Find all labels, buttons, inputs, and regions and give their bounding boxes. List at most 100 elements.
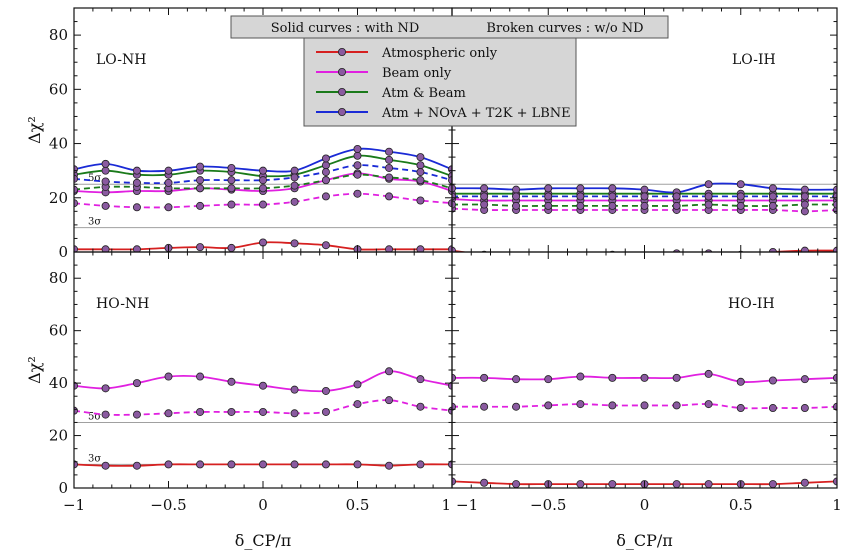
data-point-atm-beam-dashed-9 — [353, 170, 362, 179]
y-tick-label: 60 — [49, 80, 68, 98]
data-point-beam-only-solid-7 — [672, 373, 681, 382]
data-point-atm-nova-t2k-lbne-dashed-8 — [704, 192, 713, 201]
data-point-beam-only-dashed-10 — [385, 396, 394, 405]
data-point-atmospheric-only-solid-11 — [800, 478, 809, 487]
data-point-beam-only-dashed-8 — [321, 192, 330, 201]
data-point-beam-only-solid-0 — [452, 373, 456, 382]
data-point-atm-nova-t2k-lbne-dashed-6 — [258, 176, 267, 185]
data-point-atmospheric-only-solid-4 — [577, 252, 584, 259]
data-point-atmospheric-only-solid-8 — [321, 241, 330, 250]
sigma-label-5sigma: 5σ — [88, 411, 101, 422]
data-point-atm-beam-dashed-9 — [736, 201, 745, 210]
data-point-atm-beam-dashed-5 — [227, 184, 236, 193]
data-point-beam-only-dashed-3 — [164, 203, 173, 212]
data-point-atmospheric-only-solid-5 — [227, 460, 236, 469]
legend-marker-beam-only — [337, 68, 346, 77]
data-point-atm-nova-t2k-lbne-dashed-7 — [672, 192, 681, 201]
data-point-beam-only-solid-6 — [258, 381, 267, 390]
data-point-beam-only-solid-10 — [385, 367, 394, 376]
data-point-atmospheric-only-solid-9 — [353, 460, 362, 469]
data-point-atmospheric-only-solid-1 — [480, 478, 489, 487]
data-point-beam-only-dashed-8 — [704, 400, 713, 409]
data-point-atm-nova-t2k-lbne-solid-11 — [800, 185, 809, 194]
data-point-beam-only-dashed-6 — [258, 407, 267, 416]
data-point-atm-nova-t2k-lbne-solid-9 — [353, 144, 362, 153]
sigma-label-5sigma: 5σ — [88, 173, 101, 184]
y-tick-label: 60 — [49, 322, 68, 340]
data-point-beam-only-dashed-9 — [353, 400, 362, 409]
data-point-atm-nova-t2k-lbne-solid-6 — [258, 166, 267, 175]
legend-label-atm-nova-t2k-lbne: Atm + NOvA + T2K + LBNE — [381, 106, 571, 121]
data-point-atmospheric-only-solid-12 — [833, 246, 837, 252]
data-point-atmospheric-only-solid-5 — [227, 243, 236, 252]
legend: Atmospheric only Beam only Atm & Beam Atm +… — [303, 37, 577, 127]
data-point-atm-nova-t2k-lbne-solid-6 — [640, 185, 649, 194]
data-point-atmospheric-only-solid-7 — [290, 460, 299, 469]
series-group — [74, 367, 452, 470]
data-point-atm-nova-t2k-lbne-solid-12 — [833, 185, 837, 194]
legend-label-atmospheric-only: Atmospheric only — [381, 46, 498, 61]
data-point-atm-beam-dashed-1 — [480, 200, 489, 209]
data-point-atm-nova-t2k-lbne-dashed-10 — [385, 163, 394, 172]
legend-marker-atmospheric-only — [337, 48, 346, 57]
data-point-atm-beam-solid-1 — [101, 166, 110, 175]
data-point-atmospheric-only-solid-5 — [608, 480, 617, 488]
data-point-atm-nova-t2k-lbne-solid-10 — [385, 147, 394, 156]
data-point-atm-nova-t2k-lbne-dashed-3 — [164, 178, 173, 187]
data-point-beam-only-solid-7 — [290, 385, 299, 394]
x-tick-label: 0.5 — [346, 496, 370, 514]
data-point-atmospheric-only-solid-0 — [452, 246, 456, 252]
data-point-atm-nova-t2k-lbne-dashed-9 — [736, 192, 745, 201]
banner: Solid curves : with ND Broken curves : w… — [230, 15, 669, 39]
data-point-beam-only-dashed-4 — [196, 201, 205, 210]
data-point-beam-only-dashed-11 — [416, 402, 425, 411]
data-point-beam-only-dashed-11 — [800, 207, 809, 216]
data-point-atmospheric-only-solid-3 — [164, 460, 173, 469]
x-tick-label: −1 — [456, 496, 478, 514]
data-point-atmospheric-only-solid-2 — [132, 245, 141, 252]
panel-lo-nh: 3σ 5σ LO-NH — [73, 7, 453, 253]
data-point-atm-nova-t2k-lbne-dashed-11 — [800, 192, 809, 201]
banner-solid-text: Solid curves : with ND — [271, 21, 420, 36]
data-point-atmospheric-only-solid-7 — [290, 239, 299, 248]
legend-marker-atm-beam — [337, 88, 346, 97]
x-tick-label: 0 — [258, 496, 268, 514]
data-point-atm-beam-dashed-7 — [290, 181, 299, 190]
banner-broken-text: Broken curves : w/o ND — [486, 21, 643, 36]
panel-label-lo-nh: LO-NH — [96, 52, 146, 68]
data-point-atm-nova-t2k-lbne-solid-4 — [196, 162, 205, 171]
panel-ho-nh: 3σ 5σ HO-NH — [73, 251, 453, 489]
panel-label-lo-ih: LO-IH — [732, 52, 776, 68]
y-axis-title: Δχ² — [25, 356, 44, 384]
data-point-beam-only-dashed-3 — [544, 401, 553, 410]
data-point-beam-only-dashed-2 — [132, 410, 141, 419]
x-tick-label: 0.5 — [729, 496, 753, 514]
data-point-atm-nova-t2k-lbne-dashed-4 — [576, 192, 585, 201]
legend-label-atm-beam: Atm & Beam — [381, 86, 466, 101]
data-point-beam-only-dashed-2 — [512, 402, 521, 411]
data-point-beam-only-solid-12 — [833, 373, 837, 382]
data-point-atm-nova-t2k-lbne-dashed-3 — [544, 192, 553, 201]
data-point-beam-only-dashed-6 — [258, 200, 267, 209]
data-point-beam-only-dashed-0 — [452, 402, 456, 411]
data-point-beam-only-dashed-7 — [290, 197, 299, 206]
panels-layer: 3σ 5σ LO-NH LO-IH 3σ 5σ HO-NH HO-IH — [73, 7, 838, 489]
data-point-atmospheric-only-solid-2 — [513, 252, 520, 259]
data-point-atmospheric-only-solid-1 — [101, 461, 110, 470]
y-axis-title: Δχ² — [25, 116, 44, 144]
y-tick-label: 20 — [49, 427, 68, 445]
data-point-beam-only-dashed-4 — [196, 407, 205, 416]
data-point-beam-only-dashed-10 — [768, 404, 777, 413]
data-point-atm-nova-t2k-lbne-dashed-2 — [512, 192, 521, 201]
data-point-beam-only-dashed-2 — [132, 203, 141, 212]
data-point-beam-only-dashed-6 — [640, 401, 649, 410]
data-point-beam-only-dashed-11 — [800, 404, 809, 413]
data-point-atmospheric-only-solid-1 — [101, 245, 110, 252]
data-point-beam-only-solid-8 — [704, 369, 713, 378]
data-point-atm-beam-dashed-6 — [258, 184, 267, 193]
data-point-atm-nova-t2k-lbne-dashed-7 — [290, 173, 299, 182]
data-point-atm-beam-dashed-5 — [608, 201, 617, 210]
data-point-atm-nova-t2k-lbne-solid-3 — [544, 184, 553, 193]
data-point-beam-only-dashed-9 — [353, 189, 362, 198]
